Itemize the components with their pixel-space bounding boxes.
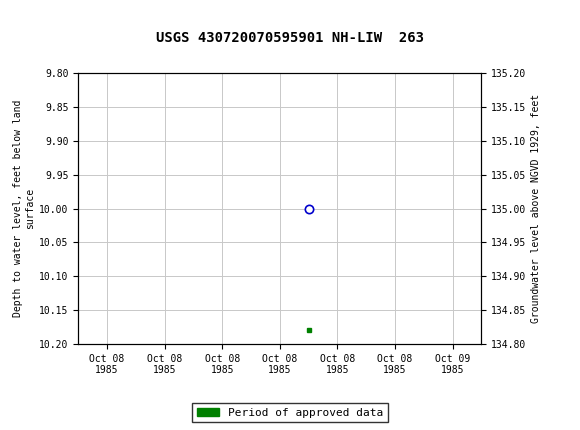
Text: ~: ~ xyxy=(3,13,12,23)
Text: ~: ~ xyxy=(3,24,12,34)
Text: USGS: USGS xyxy=(38,11,97,30)
Y-axis label: Groundwater level above NGVD 1929, feet: Groundwater level above NGVD 1929, feet xyxy=(531,94,541,323)
Y-axis label: Depth to water level, feet below land
surface: Depth to water level, feet below land su… xyxy=(13,100,35,317)
Text: USGS 430720070595901 NH-LIW  263: USGS 430720070595901 NH-LIW 263 xyxy=(156,31,424,45)
Text: ≡: ≡ xyxy=(7,11,23,30)
Legend: Period of approved data: Period of approved data xyxy=(193,403,387,422)
